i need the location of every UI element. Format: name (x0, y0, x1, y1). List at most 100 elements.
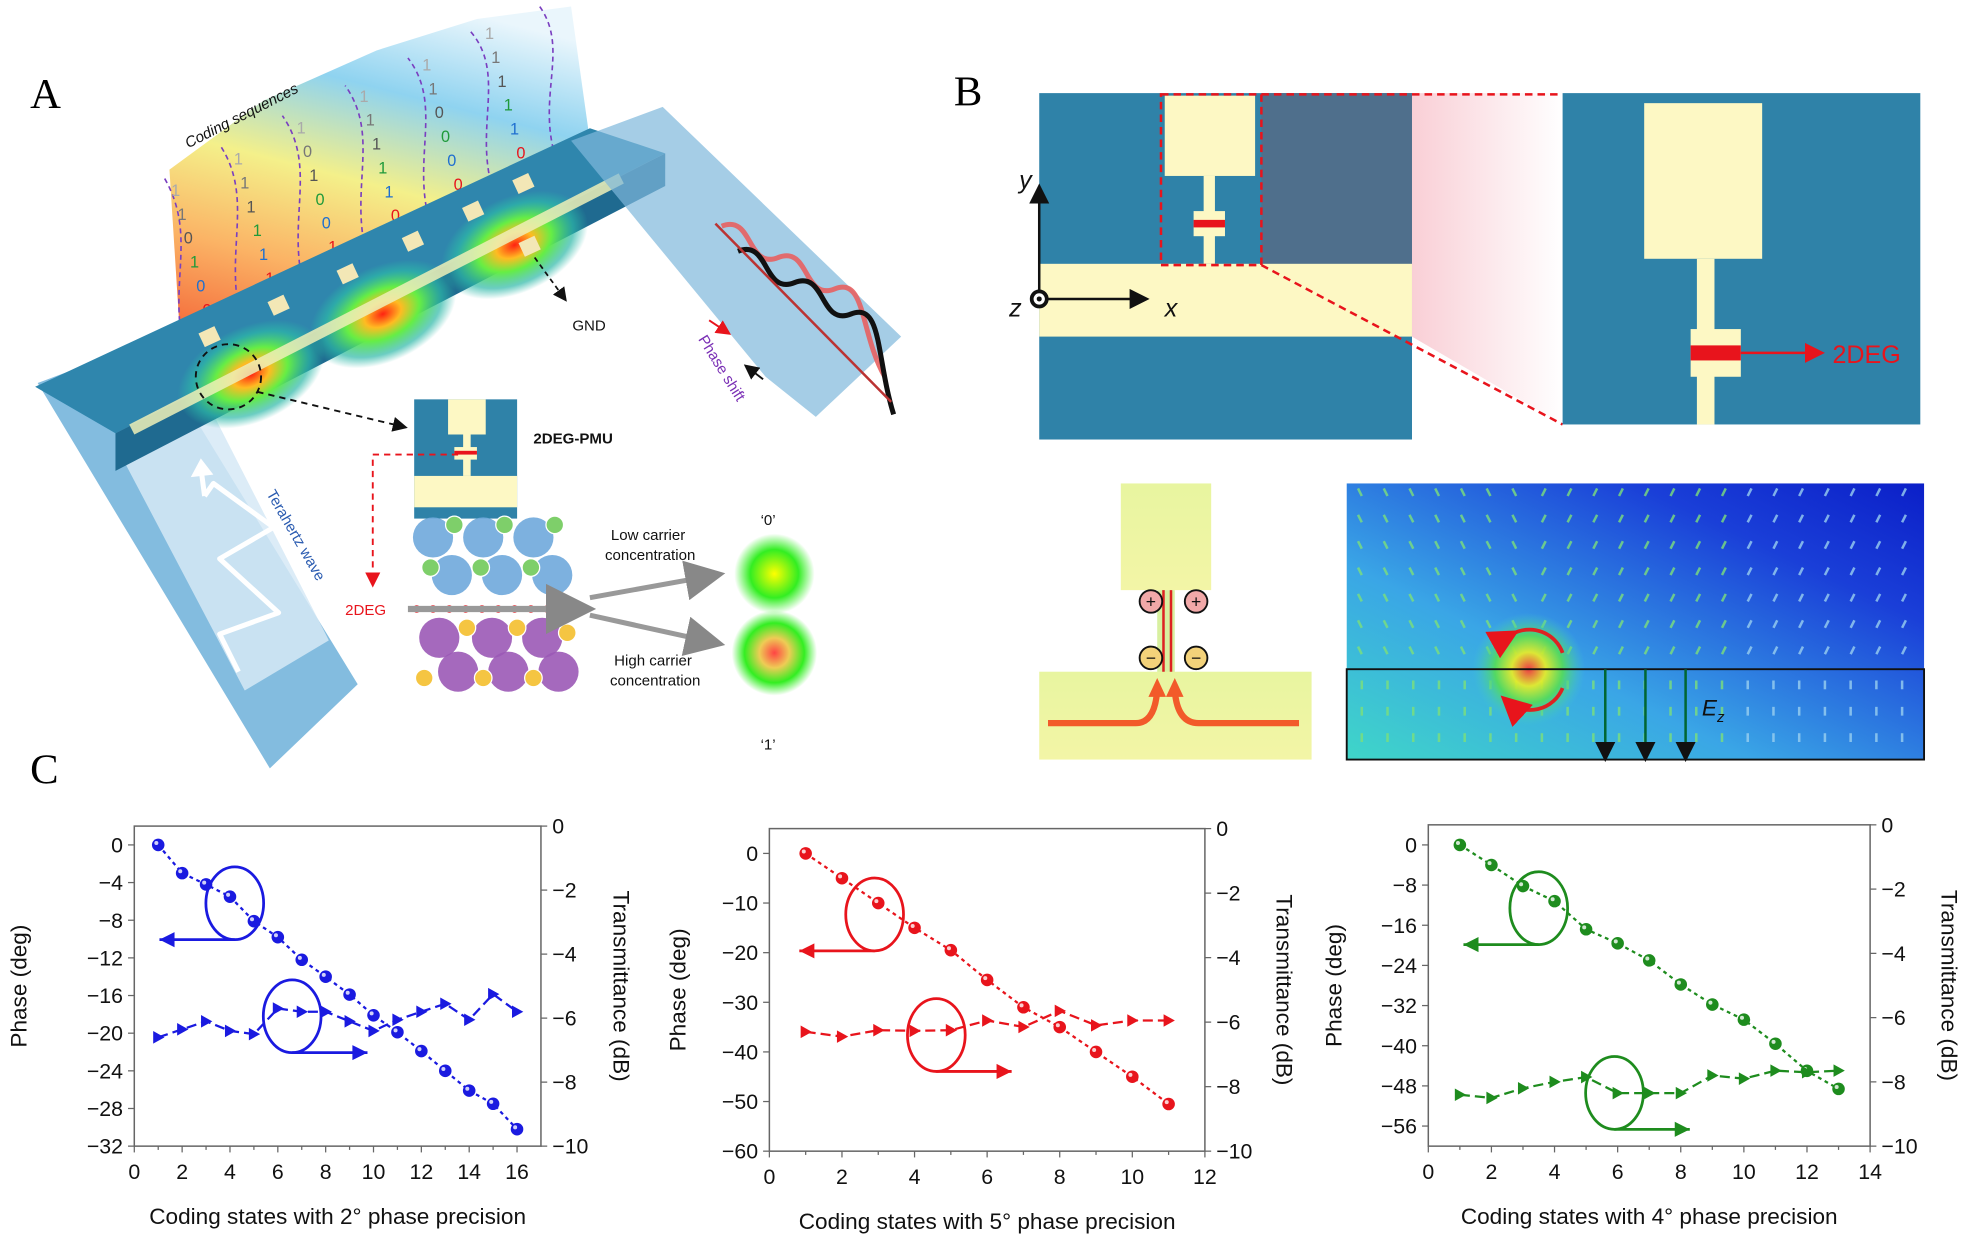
transmittance-point (1675, 1086, 1688, 1100)
field-vector (1592, 593, 1599, 602)
phase-point (295, 953, 309, 967)
field-vector (1720, 619, 1727, 629)
field-vector (1669, 593, 1676, 602)
plot-frame (768, 827, 1206, 1152)
field-vector (1720, 540, 1727, 550)
x-tick-label: 12 (409, 1160, 433, 1184)
arrowhead-icon (352, 1045, 368, 1061)
y2-tick-label: −10 (1881, 1135, 1917, 1159)
phase-point (835, 871, 849, 885)
y2-tick-label: −10 (552, 1135, 588, 1159)
phase-point (1832, 1082, 1845, 1096)
x-axis-label: Coding states with 5° phase precision (799, 1209, 1176, 1234)
transmittance-point (272, 1002, 285, 1015)
field-vector (1617, 619, 1624, 629)
y-tick-label: −16 (1381, 914, 1417, 938)
field-vector (1823, 593, 1830, 602)
phase-point (1126, 1070, 1139, 1084)
coding-digit: 1 (359, 88, 368, 106)
coding-digit: 1 (177, 206, 186, 224)
field-vector (1540, 487, 1547, 497)
unit-2deg-band (1193, 219, 1225, 228)
x-tick-label: 2 (836, 1165, 848, 1189)
coding-digit: 0 (516, 144, 525, 162)
phase-point-highlight (910, 923, 915, 928)
field-vector (1566, 619, 1573, 629)
field-vector (1720, 593, 1727, 602)
lattice-atom (481, 554, 523, 596)
y2-tick-label: −8 (1881, 1070, 1905, 1094)
lattice-atom-small (545, 515, 565, 535)
y-tick-label: −10 (722, 892, 758, 916)
field-vector (1875, 566, 1882, 576)
y-tick-label: −8 (99, 909, 123, 933)
y2-axis-label: Transmittance (dB) (609, 891, 634, 1082)
transmittance-point (416, 1005, 428, 1018)
arrowhead-icon (996, 1063, 1012, 1079)
phase-point (1017, 1000, 1030, 1014)
field-vector (1382, 646, 1389, 655)
phase-point (486, 1097, 500, 1111)
gnd-label: GND (572, 317, 606, 334)
transmittance-point (1581, 1070, 1593, 1084)
field-vector (1592, 566, 1599, 576)
lattice-atom-small (495, 515, 514, 535)
x-tick-label: 8 (1675, 1160, 1687, 1184)
phase-point (1162, 1097, 1175, 1111)
phase-point (438, 1064, 452, 1078)
field-vector (1617, 540, 1624, 550)
low-carrier-label: Low carrier concentration (605, 527, 695, 564)
phase-point (1706, 998, 1719, 1011)
field-vector (1823, 619, 1830, 629)
phase-point-highlight (393, 1028, 398, 1033)
feed-line (1039, 263, 1412, 337)
field-vector (1669, 487, 1676, 497)
field-vector (1720, 487, 1727, 497)
coding-digit: 1 (422, 57, 431, 75)
phase-point (1089, 1045, 1103, 1059)
x-tick-label: 14 (457, 1160, 481, 1184)
chart-5deg-precision: 0 2 4 6 8 10 120−10−20−30−40−50−600−2−4−6−8−10… (665, 817, 1296, 1234)
field-vector (1459, 646, 1466, 655)
lattice-atom-small (473, 668, 493, 688)
field-vector (1382, 619, 1389, 629)
phase-point (367, 1009, 380, 1022)
x-tick-label: 0 (128, 1160, 140, 1184)
phase-point-highlight (801, 849, 806, 854)
phase-point (319, 970, 332, 983)
field-vector (1772, 619, 1779, 629)
field-vector (1849, 646, 1856, 655)
y2-tick-label: −8 (552, 1071, 576, 1095)
phase-point (871, 896, 885, 910)
coordinate-axes (1029, 183, 1150, 309)
charge-plus-icons: + + (1138, 589, 1209, 614)
field-vector (1408, 593, 1415, 602)
right-waveguide-block (571, 106, 902, 417)
field-vector (1408, 540, 1415, 550)
y2-tick-label: −2 (552, 879, 576, 903)
lattice-atom-small (557, 623, 577, 643)
transmittance-point (153, 1031, 165, 1044)
phase-point (1453, 838, 1467, 852)
axis-z-label: z (1008, 295, 1022, 323)
coding-digit: 1 (297, 119, 306, 137)
field-vector (1356, 566, 1363, 576)
transmittance-point (1801, 1065, 1814, 1079)
field-vector (1511, 566, 1518, 576)
unit-pad (1164, 95, 1256, 176)
field-vector (1746, 514, 1753, 523)
field-vector (1408, 487, 1415, 497)
phase-point-highlight (946, 946, 951, 951)
field-vector (1566, 540, 1573, 550)
x-tick-label: 10 (1732, 1160, 1756, 1184)
panel-b: B y x z 2DEG (954, 69, 1926, 763)
svg-text:−: − (1191, 648, 1201, 668)
transmittance-point (488, 987, 500, 1001)
transmittance-point (1833, 1064, 1845, 1077)
field-vector (1823, 646, 1830, 655)
field-vector (1566, 514, 1573, 523)
coding-digit: 0 (435, 104, 444, 122)
phase-point (1737, 1013, 1751, 1026)
chart-4deg-precision: 0 2 4 6 8 10 12 140−8−16−24−32−40−48−560−2−4−6−… (1322, 813, 1962, 1229)
terahertz-wave-arrowhead (190, 458, 214, 478)
